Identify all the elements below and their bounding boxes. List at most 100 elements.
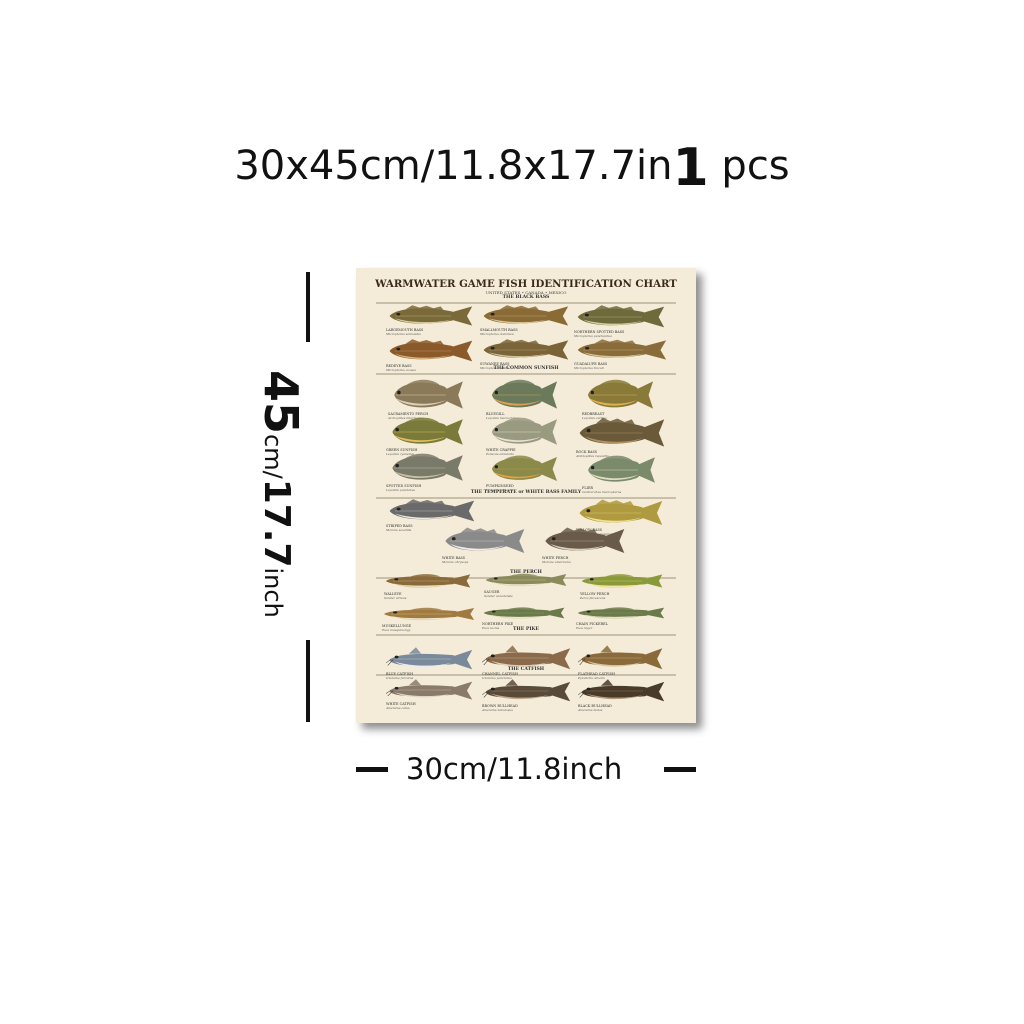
fish-common-name: WHITE PERCH bbox=[542, 556, 569, 560]
fish-illustration bbox=[542, 526, 626, 560]
fish-common-name: MUSKELLUNGE bbox=[382, 624, 411, 628]
fish-common-name: GREEN SUNFISH bbox=[386, 448, 418, 452]
fish-illustration bbox=[582, 378, 656, 416]
fish-common-name: CHAIN PICKEREL bbox=[576, 622, 608, 626]
fish-common-name: ROCK BASS bbox=[576, 450, 598, 454]
fish-common-name: WHITE BASS bbox=[442, 556, 466, 560]
fish-common-name: WHITE CRAPPIE bbox=[486, 448, 516, 452]
fish-scientific-name: Ictalurus punctatus bbox=[482, 676, 512, 680]
fish-illustration bbox=[481, 644, 572, 676]
height-dimension-line-top bbox=[306, 272, 310, 342]
fish-scientific-name: Ameiurus catus bbox=[386, 706, 410, 710]
section-heading: THE BLACK BASS bbox=[502, 295, 550, 300]
fish-illustration bbox=[484, 570, 568, 594]
section-heading: THE PIKE bbox=[513, 627, 539, 632]
height-dimension-label: 45cm/17.7inch bbox=[254, 370, 308, 618]
fish-label: REDEYE BASS Micropterus coosae bbox=[386, 364, 416, 372]
fish-common-name: REDBREAST bbox=[582, 412, 605, 416]
height-dimension-line-bottom bbox=[306, 640, 310, 722]
fish-illustration bbox=[577, 644, 664, 676]
fish-scientific-name: Pomoxis annularis bbox=[486, 452, 514, 456]
fish-common-name: FLIER bbox=[582, 486, 593, 490]
fish-illustration bbox=[388, 378, 466, 416]
fish-label: SACRAMENTO PERCH Archoplites interruptus bbox=[388, 412, 428, 420]
fish-label: SPOTTED SUNFISH Lepomis punctatus bbox=[386, 484, 421, 492]
fish-illustration bbox=[574, 304, 666, 334]
fish-common-name: STRIPED BASS bbox=[386, 524, 413, 528]
section-note-text bbox=[376, 497, 676, 499]
fish-illustration bbox=[576, 416, 666, 454]
fish-label: WHITE CATFISH Ameiurus catus bbox=[386, 702, 416, 710]
width-dimension-line-right bbox=[664, 767, 696, 772]
fish-label: GUADALUPE BASS Micropterus treculi bbox=[574, 362, 607, 370]
fish-scientific-name: Lepomis gibbosus bbox=[486, 488, 514, 492]
fish-common-name: BLUE CATFISH bbox=[386, 672, 414, 676]
fish-label: ROCK BASS Ambloplites rupestris bbox=[576, 450, 609, 458]
fish-label: CHAIN PICKEREL Esox niger bbox=[576, 622, 608, 630]
fish-common-name: BLACK BULLHEAD bbox=[578, 704, 612, 708]
fish-illustration bbox=[386, 416, 466, 452]
poster-subtitle: UNITED STATES • CANADA • MEXICO bbox=[485, 290, 567, 295]
section-heading: THE CATFISH bbox=[507, 667, 545, 672]
fish-common-name: SPOTTED SUNFISH bbox=[386, 484, 422, 488]
fish-illustration bbox=[382, 604, 476, 628]
fish-label: SMALLMOUTH BASS Micropterus dolomieu bbox=[480, 328, 518, 336]
fish-label: WHITE CRAPPIE Pomoxis annularis bbox=[486, 448, 516, 456]
fish-scientific-name: Micropterus notius bbox=[480, 366, 510, 370]
fish-common-name: NORTHERN PIKE bbox=[482, 622, 514, 626]
fish-scientific-name: Morone saxatilis bbox=[386, 528, 412, 532]
fish-scientific-name: Micropterus treculi bbox=[574, 366, 604, 370]
fish-illustration bbox=[386, 338, 474, 368]
fish-label: PUMPKINSEED Lepomis gibbosus bbox=[486, 484, 514, 492]
fish-label: GREEN SUNFISH Lepomis cyanellus bbox=[386, 448, 417, 456]
section-heading: THE TEMPERATE or WHITE BASS FAMILY bbox=[470, 490, 582, 495]
size-text: 30x45cm/11.8x17.7in bbox=[234, 143, 673, 189]
fish-label: BLACK BULLHEAD Ameiurus melas bbox=[578, 704, 612, 712]
fish-scientific-name: Esox masquinongy bbox=[382, 628, 411, 632]
fish-illustration bbox=[574, 338, 668, 366]
fish-scientific-name: Morone chrysops bbox=[442, 560, 469, 564]
fish-common-name: GUADALUPE BASS bbox=[574, 362, 608, 366]
fish-scientific-name: Morone americana bbox=[542, 560, 571, 564]
fish-illustration bbox=[482, 604, 566, 626]
fish-label: REDBREAST Lepomis auritus bbox=[582, 412, 607, 420]
fish-scientific-name: Lepomis cyanellus bbox=[386, 452, 415, 456]
fish-scientific-name: Ambloplites rupestris bbox=[576, 454, 609, 458]
fish-label: BLUEGILL Lepomis macrochirus bbox=[486, 412, 519, 420]
fish-scientific-name: Ameiurus melas bbox=[578, 708, 603, 712]
fish-common-name: WALLEYE bbox=[384, 592, 402, 596]
fish-scientific-name: Pylodictis olivaris bbox=[578, 676, 605, 680]
fish-label: BLUE CATFISH Ictalurus furcatus bbox=[386, 672, 413, 680]
fish-scientific-name: Micropterus salmoides bbox=[386, 332, 421, 336]
fish-label: NORTHERN PIKE Esox lucius bbox=[482, 622, 513, 630]
fish-illustration bbox=[442, 526, 526, 560]
fish-scientific-name: Sander canadensis bbox=[484, 594, 513, 598]
fish-label: YELLOW PERCH Perca flavescens bbox=[580, 592, 609, 600]
fish-illustration bbox=[480, 338, 570, 366]
fish-scientific-name: Esox lucius bbox=[482, 626, 500, 630]
fish-scientific-name: Archoplites interruptus bbox=[388, 416, 424, 420]
fish-label: WHITE BASS Morone chrysops bbox=[442, 556, 468, 564]
section-heading: THE COMMON SUNFISH bbox=[493, 366, 559, 371]
fish-illustration bbox=[385, 678, 474, 706]
fish-common-name: WHITE CATFISH bbox=[386, 702, 416, 706]
fish-illustration bbox=[486, 416, 560, 452]
fish-common-name: NORTHERN SPOTTED BASS bbox=[574, 330, 625, 334]
width-dimension-line-left bbox=[356, 767, 388, 772]
section-note-text bbox=[376, 674, 676, 676]
fish-label: CHANNEL CATFISH Ictalurus punctatus bbox=[482, 672, 518, 680]
fish-common-name: SACRAMENTO PERCH bbox=[388, 412, 429, 416]
quantity-number: 1 bbox=[672, 138, 709, 198]
fish-scientific-name: Lepomis auritus bbox=[582, 416, 607, 420]
fish-common-name: REDEYE BASS bbox=[386, 364, 412, 368]
fish-scientific-name: Micropterus punctulatus bbox=[574, 334, 612, 338]
fish-scientific-name: Lepomis macrochirus bbox=[486, 416, 519, 420]
poster-title: WARMWATER GAME FISH IDENTIFICATION CHART bbox=[375, 278, 677, 290]
width-dimension-label: 30cm/11.8inch bbox=[406, 752, 623, 786]
fish-common-name: PUMPKINSEED bbox=[486, 484, 514, 488]
fish-chart-poster: WARMWATER GAME FISH IDENTIFICATION CHART… bbox=[356, 268, 696, 723]
fish-illustration bbox=[577, 678, 666, 708]
fish-label: FLATHEAD CATFISH Pylodictis olivaris bbox=[578, 672, 615, 680]
fish-label: LARGEMOUTH BASS Micropterus salmoides bbox=[386, 328, 423, 336]
fish-illustration bbox=[582, 454, 658, 490]
